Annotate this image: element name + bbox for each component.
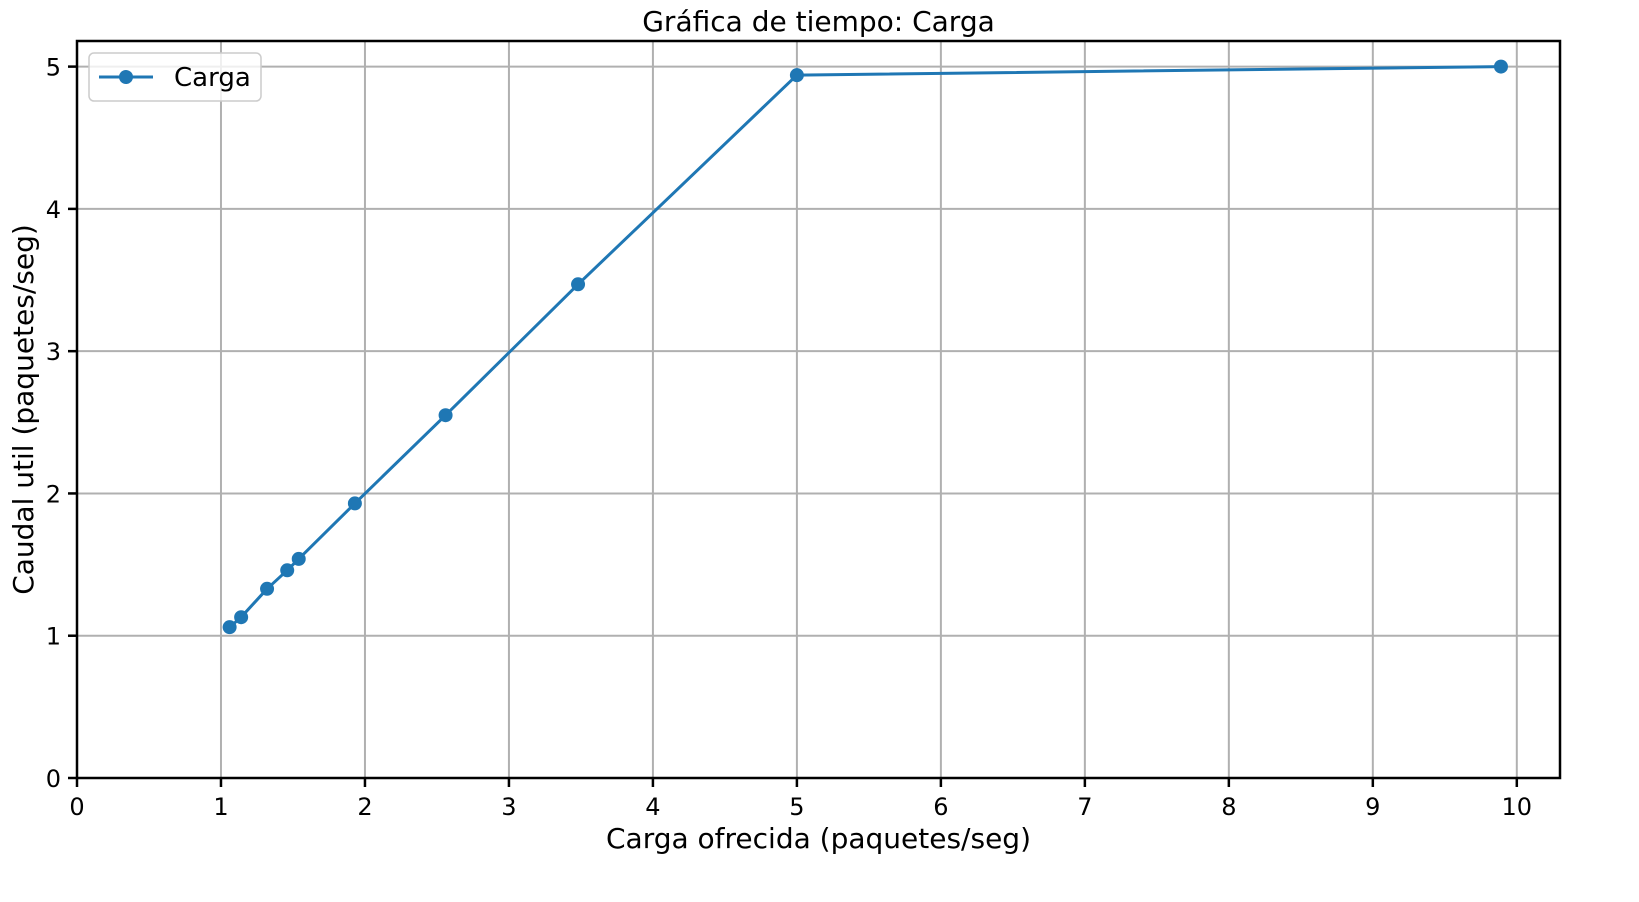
y-axis-title: Caudal util (paquetes/seg) [7, 224, 40, 595]
y-tick-label: 2 [46, 480, 61, 508]
data-point [571, 277, 586, 292]
x-tick-label: 4 [645, 793, 660, 821]
legend-marker-sample [119, 70, 133, 84]
data-point [291, 551, 306, 566]
y-tick-label: 0 [46, 765, 61, 793]
data-point [789, 68, 804, 83]
series-layer [222, 59, 1508, 635]
data-point [222, 620, 237, 635]
x-tick-label: 6 [933, 793, 948, 821]
legend-label: Carga [174, 63, 251, 93]
y-tick-label: 4 [46, 196, 61, 224]
data-point [347, 496, 362, 511]
y-tick-label: 1 [46, 623, 61, 651]
x-tick-label: 2 [357, 793, 372, 821]
legend: Carga [88, 52, 262, 102]
x-tick-label: 10 [1502, 793, 1533, 821]
y-tick-label: 5 [46, 54, 61, 82]
data-point [234, 610, 249, 625]
data-point [1493, 59, 1508, 74]
x-tick-label: 1 [213, 793, 228, 821]
series-line [228, 65, 1502, 629]
data-point [438, 408, 453, 423]
x-tick-label: 9 [1365, 793, 1380, 821]
x-tick-label: 7 [1077, 793, 1092, 821]
ticks: 0 1 2 3 4 5 6 7 8 9 10 0 1 2 3 4 5 [46, 54, 1532, 821]
grid [76, 41, 1560, 779]
x-tick-label: 3 [501, 793, 516, 821]
data-point [260, 581, 275, 596]
legend-box [88, 52, 262, 102]
x-tick-label: 8 [1221, 793, 1236, 821]
data-point [280, 563, 295, 578]
x-axis-title: Carga ofrecida (paquetes/seg) [606, 822, 1031, 855]
chart-title: Gráfica de tiempo: Carga [642, 5, 995, 38]
x-tick-label: 5 [789, 793, 804, 821]
x-tick-label: 0 [69, 793, 84, 821]
plot-frame [75, 39, 1562, 780]
y-tick-label: 3 [46, 338, 61, 366]
